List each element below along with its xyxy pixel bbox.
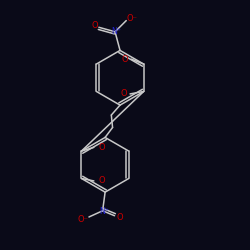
- Text: O: O: [122, 54, 128, 64]
- Text: O⁻: O⁻: [78, 215, 89, 224]
- Text: O: O: [91, 21, 98, 30]
- Text: O: O: [120, 90, 127, 98]
- Text: O⁻: O⁻: [126, 14, 137, 22]
- Text: O: O: [98, 143, 105, 152]
- Text: N⁺: N⁺: [111, 26, 121, 36]
- Text: O: O: [116, 213, 123, 222]
- Text: N⁺: N⁺: [99, 207, 109, 216]
- Text: O: O: [98, 176, 105, 186]
